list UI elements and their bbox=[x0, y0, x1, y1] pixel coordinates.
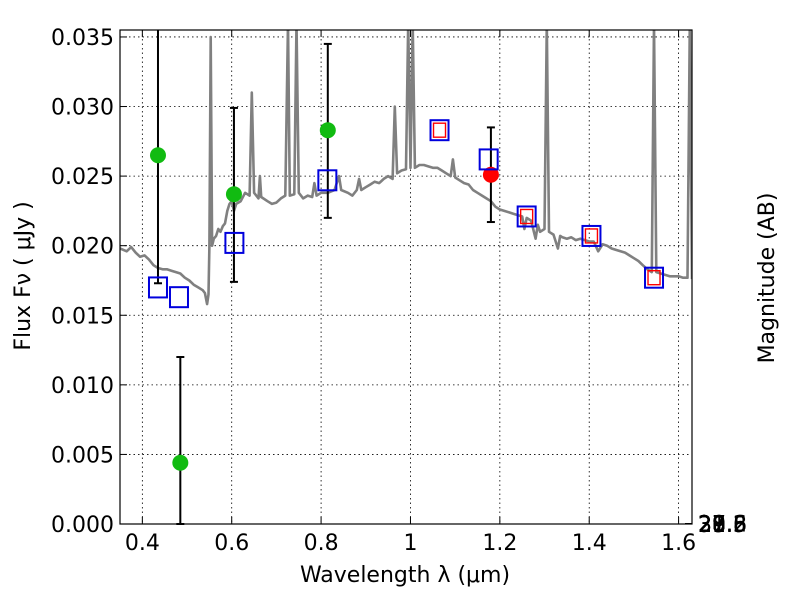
data-point bbox=[149, 147, 166, 164]
x-tick-label: 1.6 bbox=[661, 531, 696, 556]
y2-tick-label: 27.8 bbox=[698, 513, 747, 538]
x-tick-label: 1.2 bbox=[482, 531, 517, 556]
data-point bbox=[172, 454, 189, 471]
x-tick-label: 0.6 bbox=[214, 531, 249, 556]
y-tick-label: 0.010 bbox=[51, 374, 114, 399]
x-tick-label: 1.4 bbox=[572, 531, 607, 556]
y2-tick-label: 28.2 bbox=[698, 513, 747, 538]
model-photometry-square bbox=[317, 169, 338, 192]
y2-tick-label: 29.5 bbox=[698, 513, 747, 538]
y2-tick-label: 31 bbox=[698, 513, 726, 538]
model-photometry-square bbox=[478, 148, 499, 171]
y2-tick-label: 28 bbox=[698, 513, 726, 538]
y2-tick-label: 29 bbox=[698, 513, 726, 538]
y2-tick-label: 28.5 bbox=[698, 513, 747, 538]
data-point bbox=[225, 186, 242, 203]
y-axis-label: Flux Fν ( μJy ) bbox=[11, 201, 36, 350]
y-tick-label: 0.015 bbox=[51, 304, 114, 329]
x-tick-label: 0.8 bbox=[304, 531, 339, 556]
y2-tick-label: 30 bbox=[698, 513, 726, 538]
model-photometry-inner-square bbox=[584, 228, 599, 244]
model-photometry-inner-square bbox=[519, 208, 534, 225]
y-tick-label: 0.035 bbox=[51, 26, 114, 51]
model-photometry-square bbox=[644, 266, 665, 289]
y-tick-label: 0.030 bbox=[51, 96, 114, 121]
model-photometry-square bbox=[147, 276, 168, 299]
model-layer bbox=[120, 30, 692, 306]
model-photometry-inner-square bbox=[432, 122, 447, 138]
x-axis-label: Wavelength λ (μm) bbox=[300, 563, 510, 588]
axis-layer: 0.4 0.6 0.8 1 1.2 1.4 1.6 0.000 0.005 0.010 0.015 0… bbox=[51, 26, 747, 556]
x-tick-label: 1 bbox=[403, 531, 417, 556]
model-photometry-square bbox=[168, 286, 189, 309]
y-tick-label: 0.000 bbox=[51, 513, 114, 538]
y-tick-label: 0.020 bbox=[51, 235, 114, 260]
model-spectrum-line bbox=[120, 30, 692, 306]
y-tick-label: 0.005 bbox=[51, 443, 114, 468]
data-point bbox=[319, 122, 336, 139]
x-tick-label: 0.4 bbox=[125, 531, 160, 556]
y-tick-label: 0.025 bbox=[51, 165, 114, 190]
plot-frame bbox=[119, 29, 693, 525]
model-photometry-square bbox=[224, 231, 245, 254]
y2-axis-label: Magnitude (AB) bbox=[755, 193, 780, 364]
model-photometry-square bbox=[581, 224, 602, 247]
model-photometry-inner-square bbox=[647, 269, 661, 286]
y2-tick-label: 27.6 bbox=[698, 513, 747, 538]
model-photometry-square bbox=[516, 205, 537, 228]
data-point bbox=[482, 166, 499, 183]
model-photometry-square bbox=[429, 119, 450, 142]
marks-layer bbox=[147, 30, 665, 525]
